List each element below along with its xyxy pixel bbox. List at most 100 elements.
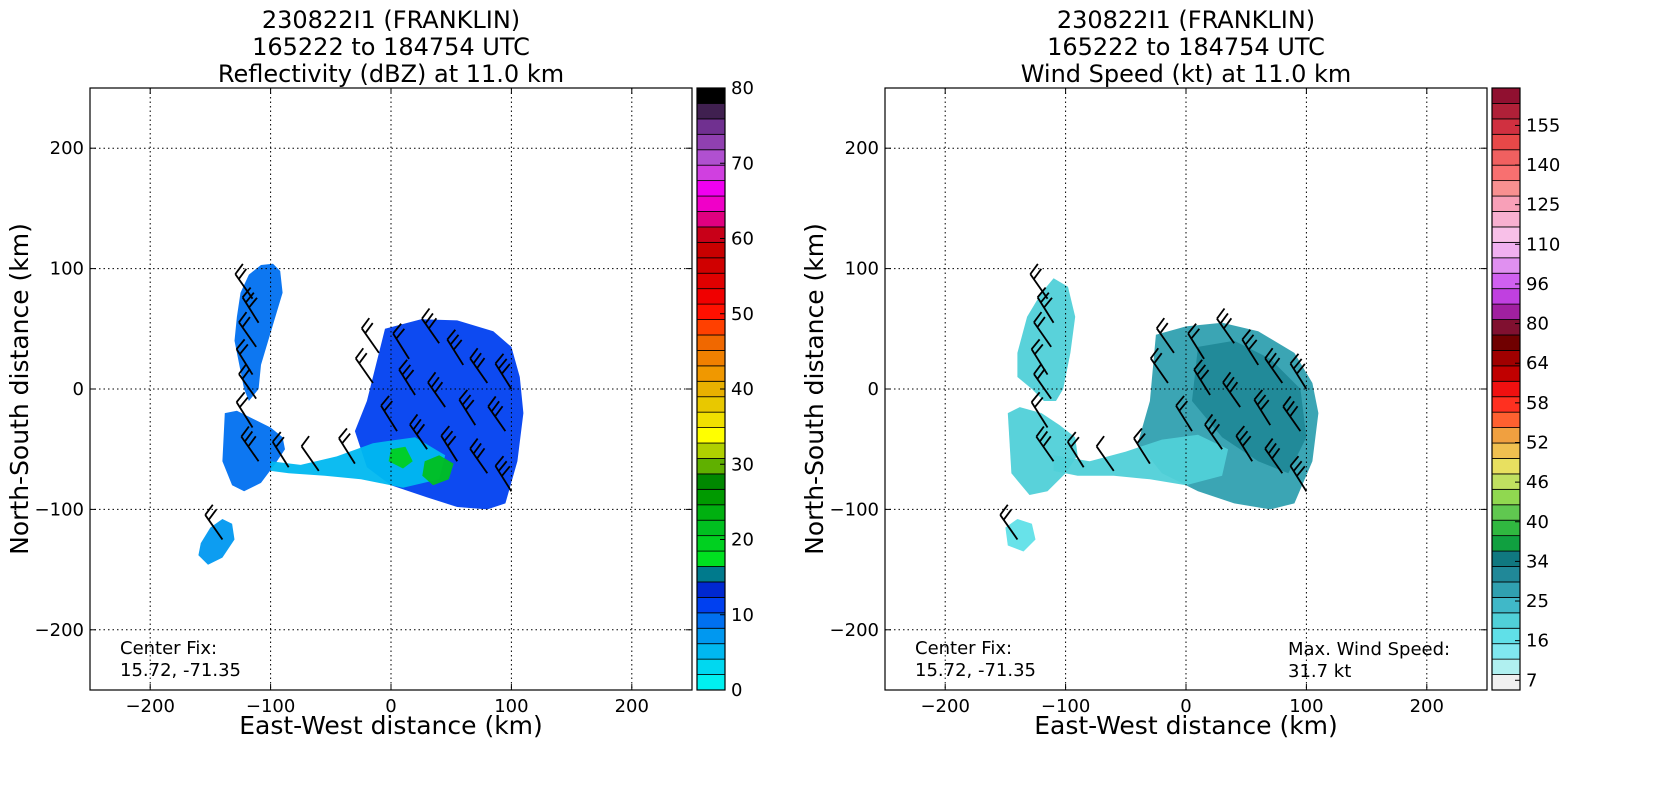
barb-flag <box>1036 287 1047 298</box>
wind-barb <box>409 413 428 450</box>
colorbar-bin <box>696 226 726 243</box>
barb-shaft <box>494 363 513 390</box>
barb-flag <box>1207 418 1217 431</box>
colorbar-bin <box>1491 519 1521 537</box>
barb-flag <box>204 504 214 516</box>
barb-flag <box>449 334 460 346</box>
barb-flag <box>1267 442 1277 455</box>
x-tick-label: 200 <box>1410 696 1444 717</box>
barb-flag <box>434 381 444 393</box>
x-tick-label: 0 <box>1180 696 1191 717</box>
colorbar-label: 64 <box>1526 353 1549 374</box>
wind-barb <box>469 438 489 474</box>
barb-shaft <box>204 514 224 541</box>
wind-barb <box>469 347 489 384</box>
barb-flag <box>207 509 217 521</box>
barb-flag <box>424 312 434 325</box>
barb-flag <box>443 430 454 442</box>
center-fix-value: 15.72, -71.35 <box>915 660 1036 681</box>
wind-barb <box>494 455 513 492</box>
wind-barb <box>1149 347 1169 384</box>
barb-flag <box>404 369 415 381</box>
wind-barb <box>1204 413 1223 450</box>
wind-barb <box>392 323 410 360</box>
barb-flag <box>1244 334 1255 346</box>
barb-flag <box>1190 328 1201 340</box>
colorbar-bin <box>696 365 726 382</box>
colorbar-bin <box>696 566 726 583</box>
y-tick-label: 100 <box>50 259 84 280</box>
barb-flag <box>1222 371 1232 384</box>
colorbar-label: 80 <box>1526 314 1549 335</box>
colorbar-bin <box>1491 427 1521 444</box>
barb-flag <box>1289 455 1300 467</box>
x-axis-label: East-West distance (km) <box>1034 711 1338 740</box>
colorbar-label: 25 <box>1526 591 1549 612</box>
barb-flag <box>1036 368 1046 380</box>
barb-shaft <box>300 445 320 472</box>
reflectivity-plot: −200 −100 0 100 2002001000−100−200East-West … <box>5 78 754 740</box>
colorbar-label: 125 <box>1526 195 1560 216</box>
colorbar-bin <box>1491 658 1521 675</box>
y-axis-label: North-South distance (km) <box>5 223 34 555</box>
barb-flag <box>430 376 440 388</box>
wind-barb <box>235 391 254 429</box>
wind-barb <box>1036 287 1055 324</box>
barb-flag <box>1256 394 1267 406</box>
barb-flag <box>1187 323 1197 335</box>
barb-flag <box>1241 329 1252 341</box>
barb-flag <box>446 329 457 341</box>
wind-barb <box>1264 438 1284 474</box>
barb-flag <box>1002 509 1012 521</box>
colorbar-bin <box>1491 627 1521 645</box>
barb-flag <box>247 435 257 448</box>
wind-barb <box>494 353 513 390</box>
colorbar-bin <box>1491 87 1521 104</box>
colorbar-label: 30 <box>731 454 754 475</box>
barb-flag <box>458 389 469 401</box>
barb-flag <box>1042 435 1052 448</box>
x-tick-label: −200 <box>920 696 969 717</box>
colorbar-bin <box>1491 550 1521 567</box>
colorbar-bin <box>696 643 726 660</box>
barb-flag <box>248 297 258 309</box>
barb-flag <box>392 323 402 335</box>
colorbar-bin <box>696 288 726 305</box>
barb-shaft <box>1149 357 1169 384</box>
colorbar-label: 140 <box>1526 155 1560 176</box>
y-tick-label: −200 <box>830 620 879 641</box>
wind-barb <box>458 389 477 426</box>
barb-shaft <box>409 424 428 450</box>
barb-shaft <box>392 333 410 360</box>
barb-flag <box>244 430 254 443</box>
x-tick-label: −100 <box>1041 696 1090 717</box>
wind-speed-panel: 230822I1 (FRANKLIN) 165222 to 184754 UTC… <box>795 0 1615 787</box>
wind-barb <box>1222 371 1241 408</box>
y-tick-label: 0 <box>868 379 879 400</box>
wind-barbs <box>999 263 1308 541</box>
colorbar-bin <box>696 180 726 197</box>
echo-region <box>1053 434 1229 486</box>
colorbar-bin <box>1491 488 1521 506</box>
x-tick-label: 100 <box>1289 696 1323 717</box>
barb-flag <box>238 311 248 323</box>
barb-flag <box>300 435 310 447</box>
colorbar-bin <box>696 272 726 290</box>
barb-flag <box>241 287 252 298</box>
x-tick-label: −200 <box>125 696 174 717</box>
x-tick-label: 200 <box>615 696 649 717</box>
wind-barb <box>398 359 416 396</box>
barb-flag <box>398 359 408 371</box>
colorbar-label: 40 <box>731 379 754 400</box>
colorbar-bin <box>696 319 726 336</box>
barb-flag <box>1040 292 1050 304</box>
barb-shaft <box>1095 445 1115 472</box>
colorbar-label: 155 <box>1526 115 1560 136</box>
barb-shaft <box>1222 381 1241 408</box>
wind-barb <box>1193 359 1211 396</box>
barb-flag <box>1264 347 1274 359</box>
x-tick-label: 100 <box>494 696 528 717</box>
chart-title-line-2: 165222 to 184754 UTC <box>252 33 530 61</box>
barb-shaft <box>1029 273 1049 300</box>
colorbar-bin <box>1491 566 1521 583</box>
